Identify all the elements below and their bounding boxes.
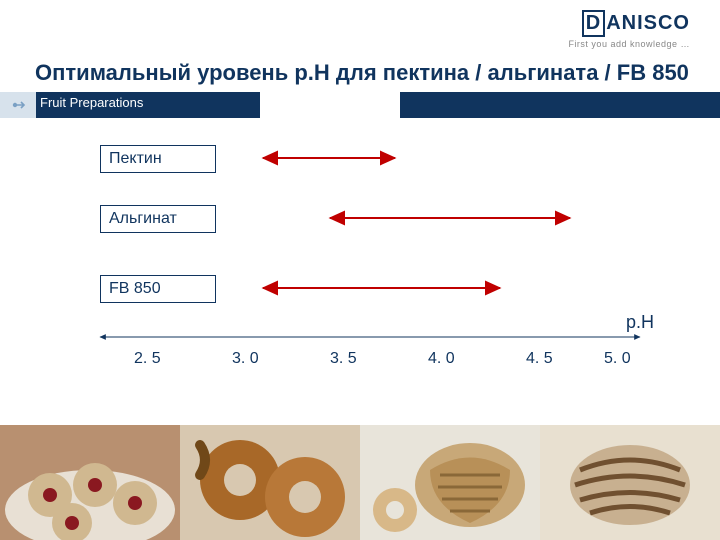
header-bar: Fruit Preparations (0, 92, 720, 118)
slide: DANISCO First you add knowledge … Оптима… (0, 0, 720, 540)
axis-tick-label: 4. 0 (428, 350, 455, 368)
arrow-icon (12, 98, 26, 112)
photo-2 (180, 425, 360, 540)
brand-logo-text: DANISCO (568, 10, 690, 37)
axis-tick-label: 4. 5 (526, 350, 553, 368)
header-bar-label: Fruit Preparations (40, 95, 143, 110)
axis-tick-label: 3. 0 (232, 350, 259, 368)
photo-3 (360, 425, 540, 540)
item-box: Альгинат (100, 205, 216, 233)
slide-title: Оптимальный уровень р.Н для пектина / ал… (35, 60, 700, 86)
item-box: FB 850 (100, 275, 216, 303)
photo-1 (0, 425, 180, 540)
axis-tick-label: 5. 0 (604, 350, 631, 368)
header-bar-segment (400, 92, 720, 118)
photo-4 (540, 425, 720, 540)
photo-strip (0, 425, 720, 540)
item-box: Пектин (100, 145, 216, 173)
brand-logo-tagline: First you add knowledge … (568, 39, 690, 49)
brand-logo: DANISCO First you add knowledge … (568, 10, 690, 49)
header-bar-segment (260, 92, 400, 118)
ph-axis-label: р.Н (626, 312, 654, 333)
axis-tick-label: 2. 5 (134, 350, 161, 368)
axis-tick-label: 3. 5 (330, 350, 357, 368)
